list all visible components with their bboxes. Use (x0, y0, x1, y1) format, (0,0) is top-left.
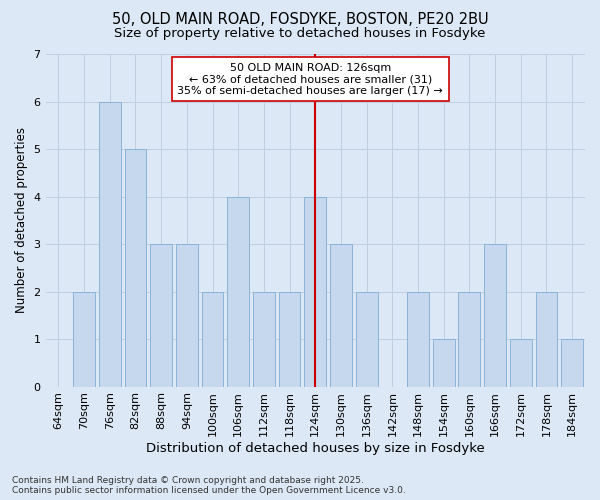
Bar (484, 244, 506, 386)
Bar (433, 339, 455, 386)
Text: 50, OLD MAIN ROAD, FOSDYKE, BOSTON, PE20 2BU: 50, OLD MAIN ROAD, FOSDYKE, BOSTON, PE20… (112, 12, 488, 28)
Bar (176, 244, 198, 386)
Bar (202, 292, 223, 386)
Bar (330, 244, 352, 386)
Bar (278, 292, 301, 386)
Text: Size of property relative to detached houses in Fosdyke: Size of property relative to detached ho… (115, 28, 485, 40)
Bar (253, 292, 275, 386)
Y-axis label: Number of detached properties: Number of detached properties (15, 128, 28, 314)
Text: Contains HM Land Registry data © Crown copyright and database right 2025.
Contai: Contains HM Land Registry data © Crown c… (12, 476, 406, 495)
Bar (304, 196, 326, 386)
Bar (227, 196, 249, 386)
Bar (407, 292, 429, 386)
Bar (356, 292, 377, 386)
Bar (73, 292, 95, 386)
X-axis label: Distribution of detached houses by size in Fosdyke: Distribution of detached houses by size … (146, 442, 485, 455)
Bar (150, 244, 172, 386)
Bar (561, 339, 583, 386)
Bar (458, 292, 481, 386)
Text: 50 OLD MAIN ROAD: 126sqm
← 63% of detached houses are smaller (31)
35% of semi-d: 50 OLD MAIN ROAD: 126sqm ← 63% of detach… (177, 62, 443, 96)
Bar (125, 149, 146, 386)
Bar (99, 102, 121, 387)
Bar (536, 292, 557, 386)
Bar (510, 339, 532, 386)
